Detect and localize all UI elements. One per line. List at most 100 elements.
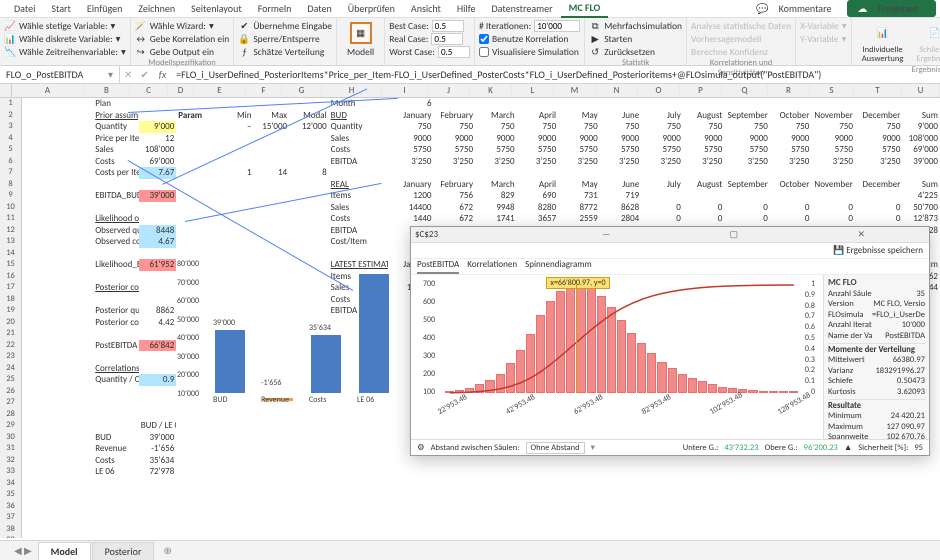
cell-Q10[interactable]: 0 <box>724 202 770 214</box>
cell-L6[interactable]: 3'250 <box>517 156 559 168</box>
cell-C9[interactable]: 39'000 <box>139 190 177 202</box>
cell-R9[interactable] <box>770 190 812 202</box>
cell-Q34[interactable] <box>724 478 770 490</box>
cell-F30[interactable] <box>253 432 289 444</box>
cell-L7[interactable] <box>517 167 559 179</box>
cell-C19[interactable]: 8862 <box>139 305 177 317</box>
cell-U4[interactable]: 108'000 <box>902 133 940 145</box>
cell-T33[interactable] <box>855 466 902 478</box>
cell-H1[interactable]: Month <box>329 98 388 110</box>
cell-C35[interactable] <box>139 489 177 501</box>
cell-B14[interactable] <box>93 248 139 260</box>
cell-D39[interactable] <box>176 535 202 538</box>
cell-L37[interactable] <box>517 512 559 524</box>
cell-P10[interactable]: 0 <box>683 202 725 214</box>
cell-E28[interactable] <box>202 409 253 421</box>
cell-C5[interactable]: 108'000 <box>139 144 177 156</box>
cell-P4[interactable]: 9000 <box>683 133 725 145</box>
cell-D12[interactable] <box>176 225 202 237</box>
cell-F37[interactable] <box>253 512 289 524</box>
cell-N2[interactable]: June <box>600 110 642 122</box>
cell-S34[interactable] <box>811 478 855 490</box>
output-ein[interactable]: ↪Gebe Output ein <box>135 46 230 58</box>
share-button[interactable]: ☁ Freigeben <box>847 0 936 17</box>
cell-Q2[interactable]: September <box>724 110 770 122</box>
col-L[interactable]: L <box>512 84 554 97</box>
row-10[interactable]: 10 <box>0 202 21 214</box>
cell-I6[interactable]: 3'250 <box>388 156 434 168</box>
cell-D36[interactable] <box>176 501 202 513</box>
cell-E2[interactable]: Min <box>202 110 253 122</box>
cell-N8[interactable]: June <box>600 179 642 191</box>
col-B[interactable]: B <box>84 84 130 97</box>
cell-E6[interactable] <box>202 156 253 168</box>
cell-O6[interactable]: 3'250 <box>641 156 683 168</box>
row-22[interactable]: 22 <box>0 340 21 352</box>
cell-H29[interactable] <box>329 420 388 432</box>
cell-H7[interactable] <box>329 167 388 179</box>
cell-R36[interactable] <box>770 501 812 513</box>
cell-H39[interactable] <box>329 535 388 538</box>
cell-S32[interactable] <box>811 455 855 467</box>
row-12[interactable]: 12 <box>0 225 21 237</box>
cell-J1[interactable] <box>434 98 476 110</box>
cell-H3[interactable]: Quantity <box>329 121 388 133</box>
cell-U8[interactable]: Sum <box>902 179 940 191</box>
cell-B15[interactable]: Likelihood_EBITDA <box>93 259 139 271</box>
cell-P9[interactable] <box>683 190 725 202</box>
menu-zeichnen[interactable]: Zeichnen <box>130 0 183 17</box>
cell-A27[interactable] <box>22 397 93 409</box>
cell-D4[interactable] <box>176 133 202 145</box>
cell-J6[interactable]: 3'250 <box>434 156 476 168</box>
cell-P37[interactable] <box>683 512 725 524</box>
row-38[interactable]: 38 <box>0 524 21 536</box>
cell-D10[interactable] <box>176 202 202 214</box>
cell-B38[interactable] <box>93 524 139 536</box>
cell-N4[interactable]: 9000 <box>600 133 642 145</box>
cell-D5[interactable] <box>176 144 202 156</box>
cell-C7[interactable]: 7.67 <box>139 167 177 179</box>
cell-O36[interactable] <box>641 501 683 513</box>
cell-J36[interactable] <box>434 501 476 513</box>
cell-A17[interactable] <box>22 282 93 294</box>
cell-B21[interactable] <box>93 328 139 340</box>
col-E[interactable]: E <box>194 84 246 97</box>
cell-A18[interactable] <box>22 294 93 306</box>
cell-U6[interactable]: 39'000 <box>902 156 940 168</box>
cell-P35[interactable] <box>683 489 725 501</box>
cell-S6[interactable]: 3'250 <box>811 156 855 168</box>
cell-P11[interactable]: 0 <box>683 213 725 225</box>
cell-M38[interactable] <box>558 524 600 536</box>
row-7[interactable]: 7 <box>0 167 21 179</box>
cell-C25[interactable]: 0.9 <box>139 374 177 386</box>
name-box[interactable]: FLO_o_PostEBITDA ▾ <box>0 66 120 83</box>
popup-tab-2[interactable]: Spinnendiagramm <box>525 259 592 274</box>
cell-U2[interactable]: Sum <box>902 110 940 122</box>
cell-K1[interactable] <box>475 98 517 110</box>
cell-S36[interactable] <box>811 501 855 513</box>
row-26[interactable]: 26 <box>0 386 21 398</box>
cell-G35[interactable] <box>289 489 329 501</box>
cell-D1[interactable] <box>176 98 202 110</box>
cell-C12[interactable]: 8448 <box>139 225 177 237</box>
var-zeitreihe[interactable]: 📉Wähle Zeitreihenvariable: ▾ <box>4 46 126 58</box>
cell-O8[interactable]: July <box>641 179 683 191</box>
cell-C28[interactable] <box>139 409 177 421</box>
cell-B29[interactable] <box>93 420 139 432</box>
best-case-input[interactable] <box>432 20 464 32</box>
cell-L11[interactable]: 3657 <box>517 213 559 225</box>
row-33[interactable]: 33 <box>0 466 21 478</box>
cell-Q6[interactable]: 3'250 <box>724 156 770 168</box>
cell-C4[interactable]: 12 <box>139 133 177 145</box>
popup-tab-0[interactable]: PostEBITDA <box>417 259 459 274</box>
cell-R6[interactable]: 3'250 <box>770 156 812 168</box>
cell-D30[interactable] <box>176 432 202 444</box>
cell-F12[interactable] <box>253 225 289 237</box>
cell-J7[interactable] <box>434 167 476 179</box>
cell-G2[interactable]: Modal <box>289 110 329 122</box>
row-28[interactable]: 28 <box>0 409 21 421</box>
cell-G32[interactable] <box>289 455 329 467</box>
cell-G10[interactable] <box>289 202 329 214</box>
cell-G37[interactable] <box>289 512 329 524</box>
cell-G4[interactable] <box>289 133 329 145</box>
